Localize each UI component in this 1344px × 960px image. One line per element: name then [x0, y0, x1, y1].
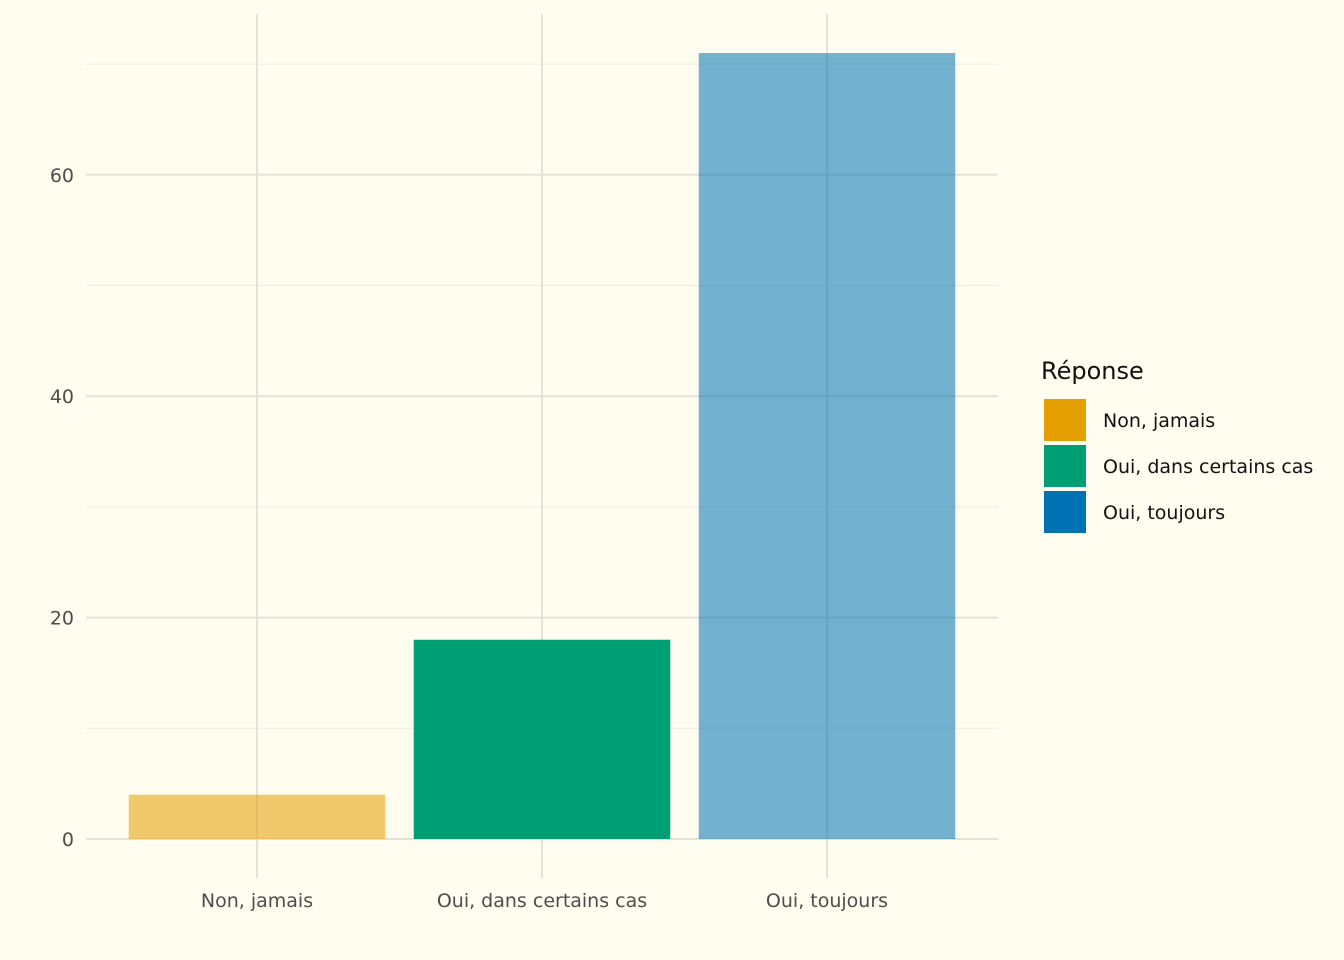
legend-label: Non, jamais — [1103, 410, 1215, 432]
y-tick-label: 20 — [50, 608, 74, 630]
bar — [128, 794, 386, 839]
y-tick-label: 0 — [62, 829, 74, 851]
legend-label: Oui, toujours — [1103, 502, 1225, 524]
y-axis-ticks: 0 20 40 60 — [50, 165, 74, 851]
legend-title: Réponse — [1041, 357, 1144, 385]
x-axis-ticks: Non, jamais Oui, dans certains cas Oui, to… — [201, 890, 888, 912]
legend-swatch — [1044, 445, 1086, 487]
bar — [413, 639, 671, 839]
y-tick-label: 60 — [50, 165, 74, 187]
legend-items: Non, jamais Oui, dans certains cas Oui, to… — [1044, 399, 1313, 533]
legend-swatch — [1044, 399, 1086, 441]
legend: Réponse Non, jamais Oui, dans certains ca… — [1041, 357, 1313, 533]
bars — [128, 53, 956, 839]
legend-swatch — [1044, 491, 1086, 533]
x-tick-label: Oui, dans certains cas — [437, 890, 647, 912]
y-tick-label: 40 — [50, 386, 74, 408]
bar — [698, 53, 956, 839]
x-tick-label: Oui, toujours — [766, 890, 888, 912]
x-tick-label: Non, jamais — [201, 890, 313, 912]
legend-label: Oui, dans certains cas — [1103, 456, 1313, 478]
